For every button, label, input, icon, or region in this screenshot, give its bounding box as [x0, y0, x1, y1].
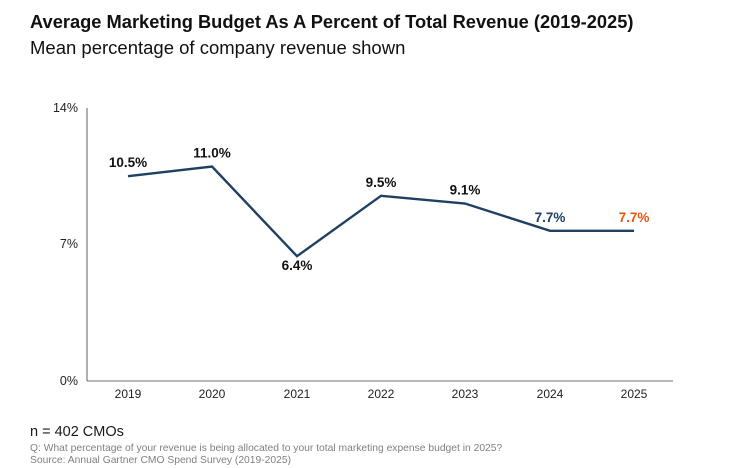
svg-text:14%: 14% [53, 101, 78, 115]
svg-text:2023: 2023 [452, 387, 479, 401]
svg-text:2019: 2019 [115, 387, 142, 401]
svg-text:2024: 2024 [537, 387, 564, 401]
svg-text:2022: 2022 [368, 387, 395, 401]
svg-text:9.1%: 9.1% [450, 183, 481, 198]
svg-text:2021: 2021 [284, 387, 311, 401]
svg-text:2025: 2025 [621, 387, 648, 401]
svg-text:7.7%: 7.7% [619, 210, 650, 225]
svg-text:2020: 2020 [199, 387, 226, 401]
svg-text:6.4%: 6.4% [282, 258, 313, 273]
svg-text:7.7%: 7.7% [535, 210, 566, 225]
svg-text:7%: 7% [60, 237, 78, 251]
svg-text:9.5%: 9.5% [366, 175, 397, 190]
svg-text:0%: 0% [60, 374, 78, 388]
svg-text:10.5%: 10.5% [109, 155, 147, 170]
svg-text:11.0%: 11.0% [193, 146, 231, 161]
